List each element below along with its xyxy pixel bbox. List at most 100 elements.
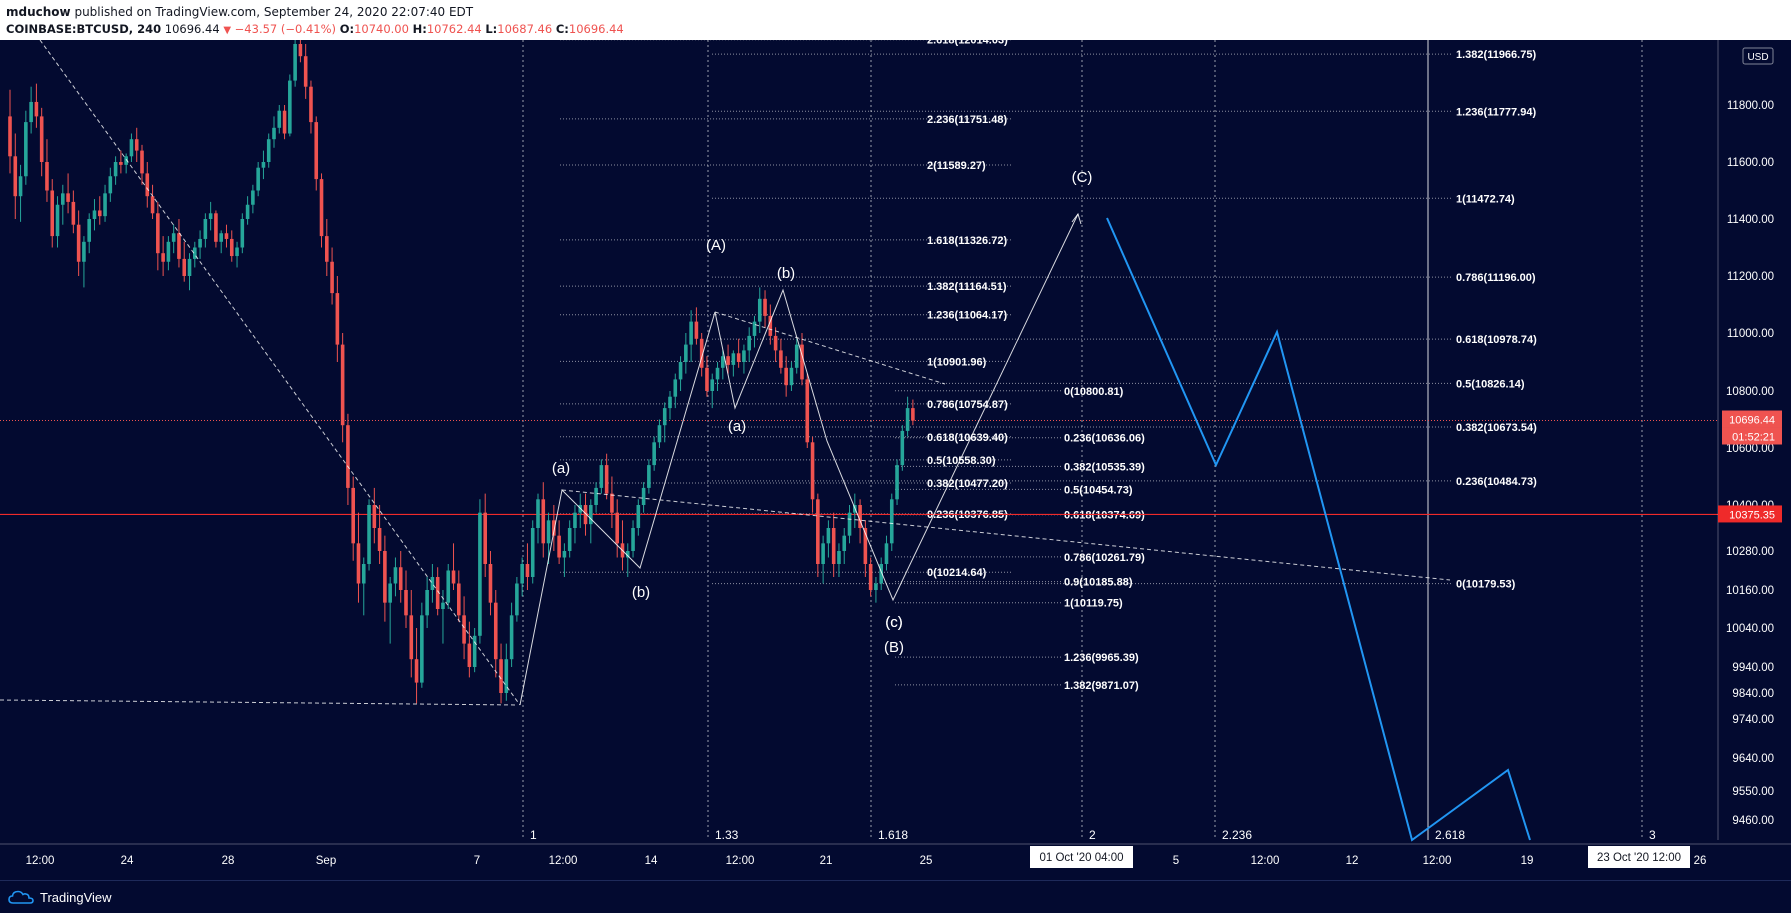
candle-body [409, 615, 414, 660]
price-axis[interactable]: 11800.00 11600.00 11400.00 11200.00 11000.00… [1717, 40, 1782, 840]
candle-body [346, 425, 350, 488]
candle-body [525, 564, 530, 577]
price-change: −43.57 (−0.41%) [234, 22, 337, 36]
candle-body [420, 615, 424, 683]
forecast-path [1106, 217, 1531, 842]
candle-body [282, 110, 287, 134]
candle-body [731, 353, 736, 365]
wave-label: (C) [1072, 169, 1093, 186]
candle-body [430, 577, 435, 590]
y-tick-label: 10600.00 [1726, 443, 1774, 455]
candle-body [689, 321, 693, 345]
time-axis[interactable]: 12:00 24 28 Sep 7 12:00 14 12:00 21 25 5 12:00 12 12:… [0, 843, 1791, 868]
candle-body [193, 247, 197, 259]
candle-body [214, 213, 218, 242]
candle-body [66, 193, 70, 202]
dashed-trend-line [561, 489, 1451, 581]
candle-body [108, 176, 113, 194]
y-tick-label: 10800.00 [1726, 386, 1774, 398]
close-value: 10696.44 [568, 22, 624, 36]
last-price-badge-text: 10696.44 [1729, 415, 1775, 427]
wave-label: (c) [885, 614, 903, 631]
candle-body [182, 258, 187, 276]
candle-body [171, 233, 176, 242]
last-price-badge [1722, 410, 1782, 428]
candle-body [293, 44, 297, 81]
y-tick-label: 11200.00 [1727, 271, 1774, 283]
candle-body [39, 116, 44, 162]
candle-body [911, 408, 915, 421]
fib-level-label: 0(10179.53) [1456, 579, 1516, 591]
fib-level-label: 0.236(10636.06) [1064, 433, 1145, 445]
close-label: C: [555, 22, 569, 36]
candle-body [330, 261, 334, 294]
candle-body [684, 344, 688, 362]
high-value: 10762.44 [426, 22, 482, 36]
candle-body [340, 344, 345, 426]
countdown-badge [1722, 427, 1782, 445]
candle-body [641, 487, 646, 505]
low-value: 10687.46 [497, 22, 553, 36]
candle-body [509, 615, 514, 660]
price-chart[interactable]: 1 1.33 1.618 2 2.236 2.618 3 2.618(12014.03)2.… [0, 40, 1791, 880]
candle-body [589, 505, 593, 525]
y-tick-label: 10280.00 [1726, 546, 1774, 558]
date-badge-text: 23 Oct '20 12:00 [1597, 852, 1681, 864]
fib-level-label: 0.618(10374.69) [1064, 510, 1145, 522]
candle-body [583, 505, 588, 525]
x-tick-label: 12:00 [726, 855, 755, 867]
candle-body [319, 179, 324, 237]
symbol-label[interactable]: COINBASE:BTCUSD, 240 [6, 22, 162, 36]
fib-level-label: 0(10800.81) [1064, 386, 1124, 398]
candle-body [657, 425, 662, 443]
candle-body [784, 367, 788, 386]
time-fib-label: 1.33 [715, 828, 739, 842]
candle-body [773, 335, 778, 351]
candle-body [668, 396, 672, 409]
candle-body [388, 583, 392, 603]
candle-body [303, 56, 308, 87]
fib-level-label: 1.382(9871.07) [1064, 680, 1139, 692]
date-badge [1030, 846, 1133, 868]
fib-level-label: 1.618(11326.72) [927, 235, 1007, 247]
candle-body [800, 344, 804, 380]
fib-level-label: 0.382(10477.20) [927, 478, 1008, 490]
candle-body [240, 219, 245, 248]
x-tick-label: Sep [316, 855, 336, 867]
candle-body [367, 505, 371, 564]
candle-body [779, 350, 783, 368]
candle-body [726, 356, 730, 365]
wave-path [519, 213, 1079, 706]
wave-lines [0, 40, 1451, 706]
candle-body [557, 535, 561, 558]
fib-levels: 2.618(12014.03) 2.236(11751.48) 2(11589.27… [0, 40, 1718, 692]
candle-body [150, 196, 155, 214]
fib-level-label: 0.786(11196.00) [1456, 272, 1536, 284]
publisher-name[interactable]: mduchow [6, 5, 71, 19]
time-fib-grid: 1 1.33 1.618 2 2.236 2.618 3 [522, 40, 1656, 842]
candle-body [187, 258, 192, 276]
tradingview-logo[interactable]: TradingView [8, 889, 112, 905]
date-badge [1588, 846, 1690, 868]
currency-label: USD [1747, 52, 1768, 63]
x-tick-label: 12:00 [1251, 855, 1280, 867]
x-tick-label: 24 [121, 855, 134, 867]
arrow-head [1071, 212, 1082, 225]
candle-body [261, 162, 266, 168]
candle-body [314, 122, 319, 180]
candle-body [604, 465, 609, 494]
candle-body [134, 139, 139, 151]
x-tick-label: 5 [1173, 855, 1179, 867]
candle-body [810, 442, 815, 500]
candle-body [567, 528, 572, 551]
fib-level-label: 0.9(10185.88) [1064, 577, 1133, 589]
candle-body [177, 233, 181, 259]
fib-level-label: 0.618(10978.74) [1456, 334, 1537, 346]
time-fib-label: 1 [530, 828, 537, 842]
candle-body [805, 379, 810, 443]
candle-body [256, 167, 260, 191]
candle-body [224, 233, 229, 239]
countdown-text: 01:52:21 [1732, 432, 1775, 444]
candle-body [837, 551, 841, 564]
candle-body [895, 465, 899, 500]
